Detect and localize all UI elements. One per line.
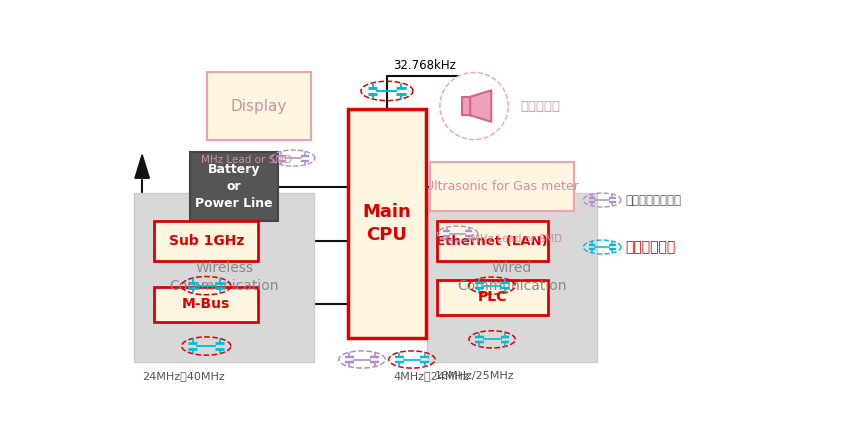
Text: Battery
or
Power Line: Battery or Power Line (195, 163, 273, 210)
FancyBboxPatch shape (154, 286, 259, 322)
Text: Main
CPU: Main CPU (363, 203, 411, 244)
Polygon shape (135, 155, 149, 178)
Text: M-Bus: M-Bus (182, 297, 231, 311)
Text: Ultrasonic for Gas meter: Ultrasonic for Gas meter (425, 180, 579, 193)
Text: ：选择陶瓷谐振器: ：选择陶瓷谐振器 (625, 194, 681, 207)
Text: Display: Display (231, 99, 287, 113)
Text: Sub 1GHz: Sub 1GHz (169, 234, 244, 248)
Polygon shape (471, 90, 491, 122)
FancyBboxPatch shape (154, 221, 259, 261)
FancyBboxPatch shape (437, 280, 548, 315)
FancyBboxPatch shape (430, 163, 574, 211)
FancyBboxPatch shape (134, 193, 315, 362)
Bar (461, 97, 471, 115)
Text: MHz Lead or SMD: MHz Lead or SMD (201, 155, 293, 165)
FancyBboxPatch shape (437, 221, 548, 261)
Text: 16MHz/25MHz: 16MHz/25MHz (434, 371, 514, 382)
FancyBboxPatch shape (427, 193, 597, 362)
Text: ：晶体谐振器: ：晶体谐振器 (625, 240, 676, 254)
Text: 24MHz～40MHz: 24MHz～40MHz (142, 371, 225, 382)
Text: Wireless
Communication: Wireless Communication (170, 261, 279, 293)
Text: PLC: PLC (477, 290, 507, 304)
Text: 4MHz～24MHz: 4MHz～24MHz (393, 371, 469, 382)
Text: 压电扩音器: 压电扩音器 (520, 99, 560, 112)
FancyBboxPatch shape (348, 109, 426, 338)
FancyBboxPatch shape (207, 72, 311, 140)
Text: MHz Lead or SMD: MHz Lead or SMD (471, 234, 562, 244)
Text: Wired
Communication: Wired Communication (457, 261, 566, 293)
FancyBboxPatch shape (190, 152, 278, 221)
Text: 32.768kHz: 32.768kHz (393, 59, 456, 72)
Text: Ethernet (LAN): Ethernet (LAN) (436, 235, 548, 248)
